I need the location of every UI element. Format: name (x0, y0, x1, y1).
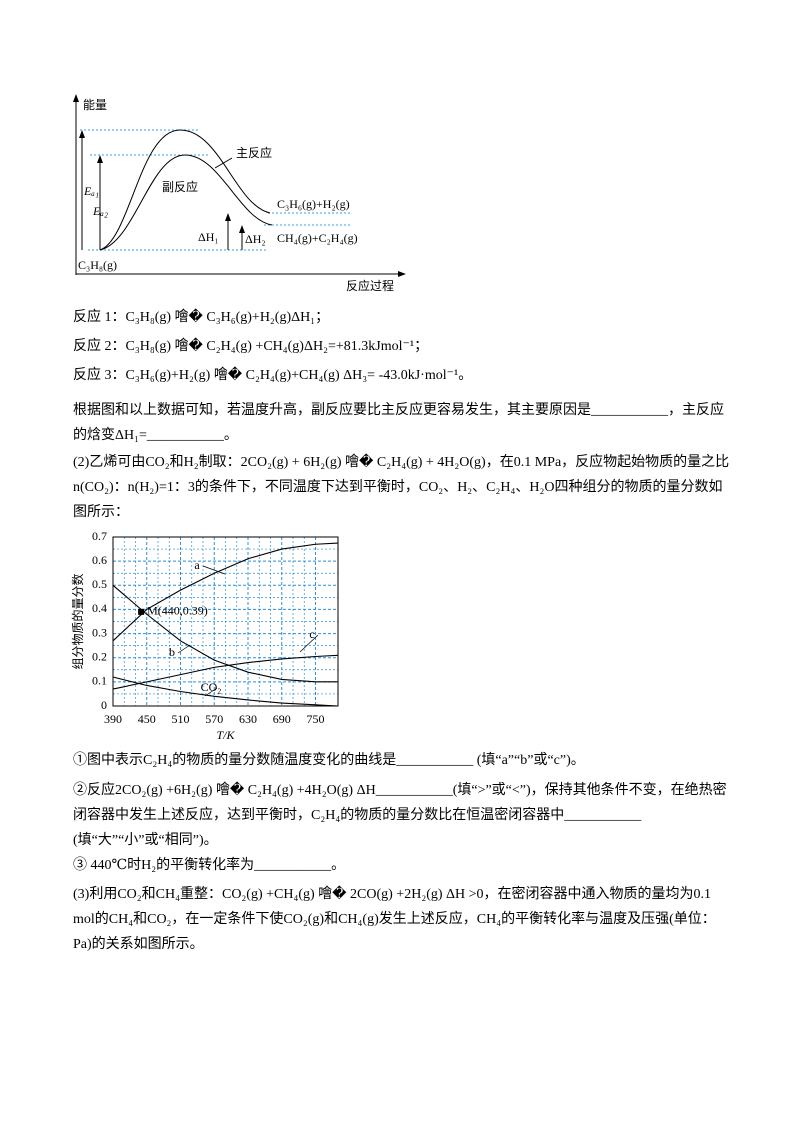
y-tick-label: 0.3 (92, 625, 107, 639)
y-tick-label: 0.6 (92, 553, 107, 567)
series-label: b (169, 645, 175, 659)
paragraph: 反应 3：C₃H₆(g)+H₂(g) 噲� C₂H₄(g)+CH₄(g) ΔH₃… (73, 368, 473, 383)
species-label: CH₄(g)+C₂H₄(g) (277, 231, 358, 245)
energy-label: Eₐ₂ (92, 204, 108, 218)
paragraph: (3)利用CO₂和CH₄重整：CO₂(g) +CH₄(g) 噲� 2CO(g) … (73, 887, 716, 952)
leader (202, 565, 226, 575)
main-curve (99, 129, 271, 251)
y-axis-label: 组分物质的量分数 (70, 573, 85, 669)
series-label: CO₂ (201, 680, 222, 694)
paragraph: 根据图和以上数据可知，若温度升高，副反应要比主反应更容易发生，其主要原因是___… (73, 403, 724, 443)
y-tick-label: 0.2 (92, 649, 107, 663)
x-tick-label: 390 (104, 712, 122, 726)
x-tick-label: 510 (172, 712, 190, 726)
paragraph: 反应 2：C₃H₈(g) 噲� C₂H₄(g) +CH₄(g)ΔH₂=+81.3… (73, 339, 429, 354)
energy-label: ΔH₂ (245, 232, 266, 246)
line-series (112, 654, 339, 690)
x-tick-label: 750 (307, 712, 325, 726)
leader (177, 644, 191, 654)
leader (299, 634, 319, 653)
energy-label: Eₐ₁ (83, 184, 99, 198)
series-label: c (309, 627, 314, 641)
x-tick-label: 570 (205, 712, 223, 726)
y-tick-label: 0.4 (92, 601, 107, 615)
paragraph: ③ 440℃时H₂的平衡转化率为___________。 (73, 858, 346, 873)
x-axis-label: T/K (216, 728, 235, 742)
paragraph: 反应 1：C₃H₈(g) 噲� C₃H₆(g)+H₂(g)ΔH₁； (73, 310, 330, 325)
axis-label: 反应过程 (346, 278, 394, 293)
axis-label: 能量 (83, 98, 107, 112)
line-series (112, 542, 339, 642)
y-tick-label: 0.5 (92, 577, 107, 591)
point-marker (138, 608, 145, 615)
y-tick-label: 0.7 (92, 529, 107, 543)
energy-label: ΔH₁ (198, 230, 219, 244)
species-label: C₃H₈(g) (78, 258, 117, 272)
annotation: M(440,0.39) (147, 604, 208, 618)
paragraph: ②反应2CO₂(g) +6H₂(g) 噲� C₂H₄(g) +4H₂O(g) Δ… (73, 783, 727, 848)
x-tick-label: 690 (273, 712, 291, 726)
y-tick-label: 0.1 (92, 674, 107, 688)
side-curve (99, 154, 273, 251)
x-tick-label: 450 (138, 712, 156, 726)
plot-frame (112, 536, 339, 707)
leader (204, 687, 218, 697)
x-tick-label: 630 (239, 712, 257, 726)
curve-label: 副反应 (162, 179, 198, 194)
y-tick-label: 0 (101, 698, 107, 712)
line-chart: 390 450 510 570 630 690 750 0 0.1 0.2 0.3 0.4 0.5 0.6… (70, 529, 339, 742)
leader (214, 157, 233, 169)
series-label: a (194, 558, 200, 572)
species-label: C₃H₆(g)+H₂(g) (277, 197, 350, 211)
line-series (112, 584, 338, 683)
paragraph: (2)乙烯可由CO₂和H₂制取：2CO₂(g) + 6H₂(g) 噲� C₂H₄… (73, 455, 730, 520)
energy-diagram (73, 94, 406, 277)
line-series (112, 676, 339, 707)
curve-label: 主反应 (236, 145, 272, 160)
paragraph: ①图中表示C₂H₄的物质的量分数随温度变化的曲线是___________ (填“… (73, 753, 585, 768)
